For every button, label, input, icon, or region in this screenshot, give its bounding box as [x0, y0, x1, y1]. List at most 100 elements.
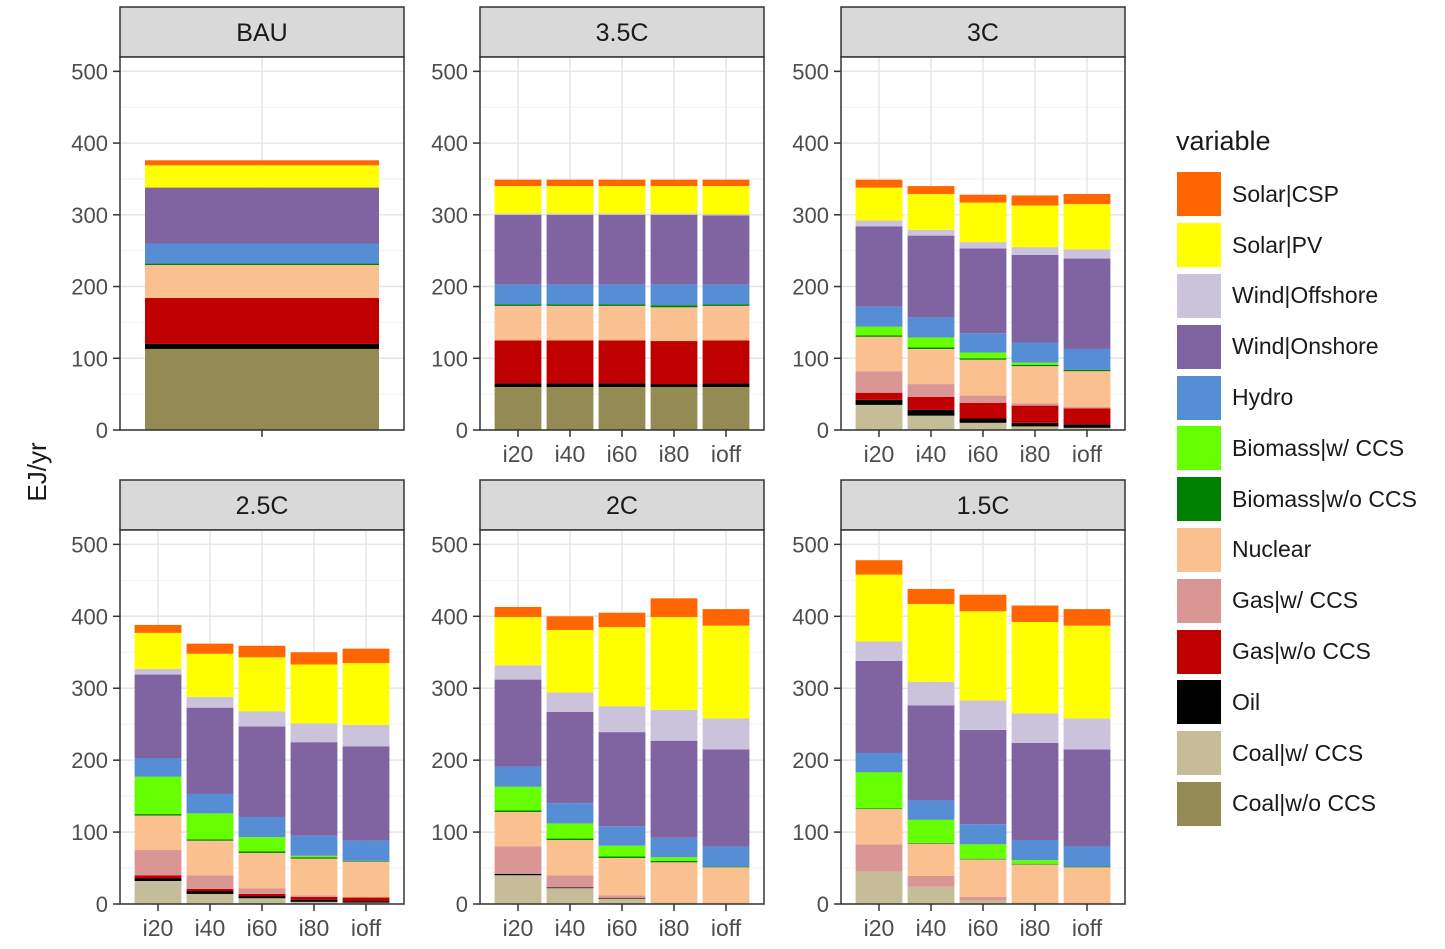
bar-segment-nuclear [1063, 371, 1111, 408]
legend-title: variable [1176, 126, 1271, 156]
bar-segment-gas-w-o-ccs [546, 340, 594, 384]
bar-segment-biomass-w-o-ccs [702, 866, 750, 868]
bar-segment-coal-w-ccs [1011, 426, 1059, 430]
bar-segment-solar-csp [494, 606, 542, 618]
legend-swatch [1176, 425, 1222, 472]
bar-segment-solar-csp [959, 194, 1007, 203]
bar-segment-oil [1011, 422, 1059, 427]
bar-segment-solar-csp [907, 186, 955, 195]
bar-segment-wind-onshore [546, 214, 594, 285]
legend-item-hydro: Hydro [1170, 372, 1445, 423]
y-tick-label: 300 [792, 676, 829, 701]
bar-segment-coal-w-ccs [959, 422, 1007, 430]
bar-segment-gas-w-o-ccs [598, 340, 646, 384]
y-tick-label: 300 [71, 203, 108, 228]
bar-segment-wind-onshore [1011, 254, 1059, 343]
bar-segment-nuclear [134, 815, 182, 851]
bar-segment-wind-onshore [702, 215, 750, 285]
bar-segment-coal-w-ccs [855, 404, 903, 430]
bar-segment-gas-w-o-ccs [650, 341, 698, 385]
bar-segment-solar-csp [134, 624, 182, 633]
bar-segment-nuclear [290, 858, 338, 896]
bar-segment-gas-w-ccs [855, 371, 903, 393]
legend-item-coal-w-ccs: Coal|w/ CCS [1170, 728, 1445, 779]
bar-segment-solar-csp [598, 179, 646, 187]
bar-segment-gas-w-ccs [1011, 403, 1059, 406]
bar-segment-oil [145, 343, 379, 349]
bar-segment-solar-csp [1063, 194, 1111, 205]
bar-segment-hydro [290, 835, 338, 856]
bar-segment-nuclear [494, 811, 542, 847]
bar-segment-wind-onshore [855, 660, 903, 753]
bar-segment-solar-pv [494, 617, 542, 666]
bar-segment-wind-onshore [650, 740, 698, 838]
bar-segment-biomass-w-ccs [907, 337, 955, 348]
bar-segment-wind-onshore [494, 214, 542, 285]
x-tick-label: ioff [711, 915, 742, 941]
bar-segment-nuclear [1063, 867, 1111, 904]
x-tick-label: ioff [711, 441, 742, 467]
bar-segment-hydro [186, 793, 234, 814]
bar-segment-coal-w-ccs [598, 898, 646, 904]
bar-segment-nuclear [1011, 864, 1059, 903]
bar-segment-solar-pv [1063, 625, 1111, 719]
bar-segment-solar-pv [134, 632, 182, 669]
bar-segment-biomass-w-ccs [855, 772, 903, 809]
bar-segment-wind-offshore [702, 718, 750, 750]
bar-segment-coal-w-ccs [907, 415, 955, 430]
bar-segment-oil [186, 891, 234, 894]
bar-segment-solar-pv [598, 186, 646, 214]
bar-segment-solar-pv [1063, 204, 1111, 250]
bar-segment-hydro [959, 824, 1007, 845]
y-tick-label: 400 [792, 604, 829, 629]
legend-item-gas-w-ccs: Gas|w/ CCS [1170, 575, 1445, 626]
bar-segment-wind-offshore [959, 242, 1007, 249]
bar-segment-gas-w-o-ccs [959, 402, 1007, 419]
panel-3c: 3C 0 100 200 300 400 500 i20 i40 i60 i80 ioff [792, 6, 1126, 467]
bar-segment-gas-w-o-ccs [238, 893, 286, 897]
bar-segment-hydro [1011, 839, 1059, 861]
bar-segment-hydro [907, 800, 955, 820]
y-tick-label: 200 [431, 748, 468, 773]
bar-segment-solar-csp [702, 609, 750, 626]
legend-swatch [1176, 679, 1222, 726]
bar-segment-wind-onshore [145, 187, 379, 244]
bar-segment-biomass-w-ccs [290, 855, 338, 858]
bar-segment-gas-w-ccs [907, 384, 955, 398]
bar-segment-wind-offshore [494, 213, 542, 215]
bar-segment-solar-csp [494, 179, 542, 187]
y-tick-label: 0 [96, 892, 108, 917]
bar-segment-gas-w-ccs [290, 895, 338, 897]
legend-label: Coal|w/o CCS [1232, 790, 1377, 817]
bar-segment-biomass-w-o-ccs [546, 838, 594, 840]
bar-segment-biomass-w-o-ccs [238, 851, 286, 853]
bar-segment-solar-pv [959, 202, 1007, 243]
bar-segment-coal-w-o-ccs [145, 348, 379, 430]
bar-segment-biomass-w-o-ccs [1011, 364, 1059, 367]
bar-segment-hydro [702, 846, 750, 867]
bar-segment-solar-pv [186, 653, 234, 697]
bar-segment-gas-w-o-ccs [855, 392, 903, 400]
y-tick-label: 300 [431, 203, 468, 228]
y-tick-label: 100 [71, 346, 108, 371]
bar-segment-nuclear [546, 305, 594, 341]
bar-segment-hydro [1063, 348, 1111, 370]
y-tick-label: 200 [71, 748, 108, 773]
bar-segment-wind-offshore [494, 665, 542, 680]
bar-segment-biomass-w-ccs [134, 776, 182, 815]
bar-segment-gas-w-o-ccs [907, 397, 955, 410]
bar-segment-solar-pv [702, 186, 750, 215]
bar-segment-coal-w-o-ccs [494, 386, 542, 430]
bar-segment-biomass-w-o-ccs [959, 358, 1007, 360]
bar-segment-hydro [494, 766, 542, 787]
bar-segment-hydro [134, 757, 182, 777]
bar-segment-gas-w-ccs [959, 896, 1007, 901]
bar-segment-hydro [650, 284, 698, 306]
bar-segment-coal-w-ccs [546, 888, 594, 904]
bar-segment-solar-csp [1011, 195, 1059, 206]
bar-segment-wind-offshore [1011, 247, 1059, 255]
bar-segment-oil [546, 383, 594, 387]
x-tick-label: i60 [247, 915, 278, 941]
bar-segment-wind-onshore [1011, 742, 1059, 840]
bar-segment-oil [134, 878, 182, 881]
